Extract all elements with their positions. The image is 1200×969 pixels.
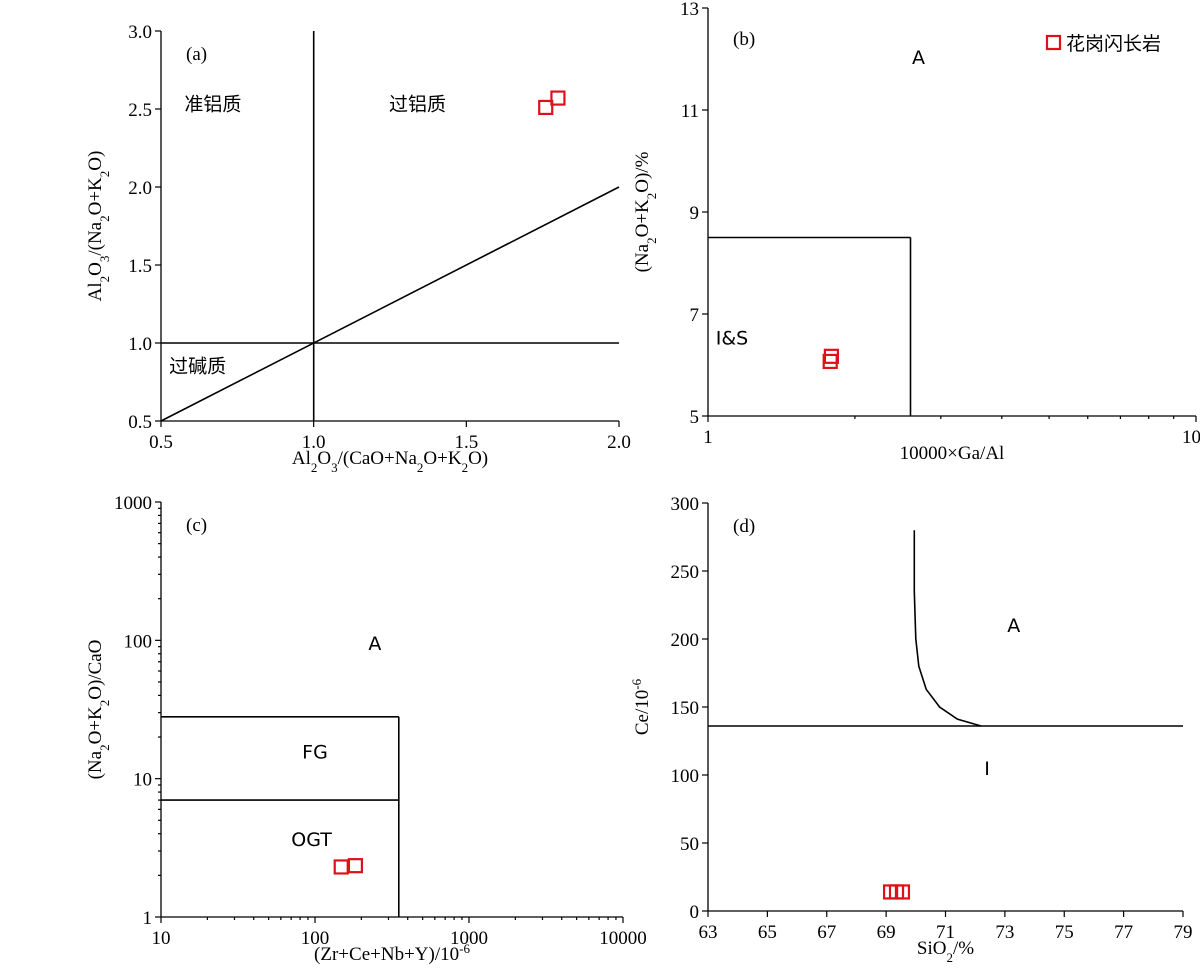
- x-tick-label: 71: [936, 922, 955, 943]
- y-tick-label: 100: [124, 631, 153, 652]
- region-label: A: [1007, 615, 1020, 637]
- x-tick-label: 100: [301, 928, 330, 949]
- sample-point: [538, 99, 554, 116]
- y-axis-label: Ce/10-6: [629, 678, 654, 735]
- y-tick-label: 300: [671, 494, 700, 515]
- x-tick-label: 77: [1114, 922, 1133, 943]
- x-tick-label: 63: [699, 922, 718, 943]
- panel-a: 0.5 1.0 1.5 2.0 0.5 1.0 1.5 2.0 2.5 3.0 Al2O3/(CaO…: [85, 22, 631, 475]
- y-tick-label: 0.5: [128, 412, 152, 433]
- region-label: A: [912, 47, 925, 69]
- x-tick-label: 10000: [599, 928, 647, 949]
- sample-point: [823, 348, 839, 364]
- y-tick-label: 1.5: [128, 256, 152, 277]
- legend-marker: [1045, 34, 1062, 51]
- region-label: I&S: [716, 328, 748, 350]
- x-axis-label: (Zr+Ce+Nb+Y)/10-6: [314, 941, 470, 966]
- field-boundary-line: [913, 530, 982, 727]
- y-tick-label: 5: [690, 407, 700, 428]
- sample-point: [894, 884, 911, 900]
- y-tick-label: 150: [671, 698, 700, 719]
- region-label: 准铝质: [184, 94, 241, 116]
- y-tick-label: 11: [681, 101, 699, 122]
- y-tick-label: 2.0: [128, 178, 152, 199]
- region-label: 过铝质: [389, 94, 446, 116]
- y-tick-label: 50: [680, 834, 699, 855]
- y-tick-label: 1.0: [128, 334, 152, 355]
- x-tick-label: 73: [995, 922, 1014, 943]
- legend-label: 花岗闪长岩: [1066, 33, 1161, 55]
- panel-c: 10 100 1000 100001101001000(Zr+Ce+Nb+Y)/10-…: [85, 493, 647, 965]
- panel-label: (c): [186, 515, 207, 536]
- y-tick-label: 2.5: [128, 100, 152, 121]
- y-tick-label: 13: [680, 0, 699, 20]
- y-tick-label: 250: [671, 562, 700, 583]
- y-tick-label: 0: [690, 902, 700, 923]
- x-tick-label: 0.5: [149, 432, 173, 453]
- x-tick-label: 2.0: [607, 432, 631, 453]
- x-tick-label: 69: [877, 922, 896, 943]
- y-tick-label: 200: [671, 630, 700, 651]
- y-tick-label: 1000: [114, 493, 152, 514]
- x-axis-label: 10000×Ga/Al: [900, 443, 1005, 464]
- region-label: A: [368, 633, 381, 655]
- x-tick-label: 10: [152, 928, 171, 949]
- x-tick-label: 1.0: [302, 432, 326, 453]
- panel-label: (d): [733, 516, 755, 537]
- region-label: FG: [302, 741, 328, 763]
- x-tick-label: 1.5: [454, 432, 478, 453]
- x-tick-label: 79: [1174, 922, 1193, 943]
- region-label: OGT: [291, 829, 332, 851]
- y-axis-label: Al2O3/(Na2O+K2O): [85, 151, 112, 302]
- x-tick-label: 1: [703, 427, 713, 448]
- y-tick-label: 100: [671, 766, 700, 787]
- panel-label: (a): [186, 44, 207, 65]
- panel-label: (b): [733, 29, 755, 50]
- x-tick-label: 75: [1055, 922, 1074, 943]
- legend: 花岗闪长岩: [1045, 33, 1161, 55]
- sample-point: [347, 858, 364, 874]
- panel-b: 1 10 5 7 9 11 13 10000×Ga/Al (Na2O+K2O)/% (b) A I&S: [632, 0, 1200, 464]
- y-tick-label: 7: [690, 305, 700, 326]
- y-tick-label: 3.0: [128, 22, 152, 43]
- field-boundary-line: [160, 186, 620, 422]
- sample-point: [550, 90, 566, 106]
- y-axis-label: (Na2O+K2O)/%: [632, 151, 659, 272]
- x-tick-label: 65: [758, 922, 777, 943]
- x-axis-label: Al2O3/(CaO+Na2O+K2O): [292, 448, 488, 475]
- sample-point: [822, 353, 838, 370]
- x-tick-label: 10: [1182, 427, 1200, 448]
- x-tick-label: 67: [817, 922, 836, 943]
- y-axis-label: (Na2O+K2O)/CaO: [85, 640, 112, 780]
- y-tick-label: 1: [143, 908, 153, 929]
- sample-point: [333, 859, 349, 875]
- x-axis-label: SiO2/%: [917, 938, 974, 965]
- region-label: I: [984, 758, 990, 780]
- y-tick-label: 10: [133, 770, 152, 791]
- y-tick-label: 9: [690, 203, 700, 224]
- x-tick-label: 1000: [450, 928, 488, 949]
- region-label: 过碱质: [169, 356, 226, 378]
- panel-d: 63 65 67 69 71 73 75 77 79 0 50 100 150 200 250 300 SiO2…: [629, 494, 1193, 965]
